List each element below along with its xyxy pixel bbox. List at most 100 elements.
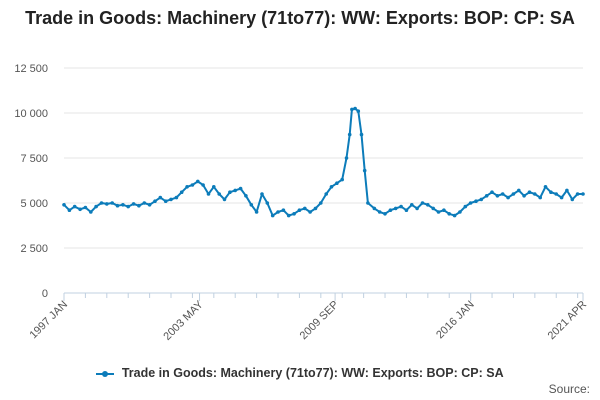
data-point[interactable] bbox=[359, 132, 364, 137]
data-point[interactable] bbox=[463, 204, 468, 209]
data-point[interactable] bbox=[147, 203, 152, 207]
data-point[interactable] bbox=[105, 202, 109, 206]
data-point[interactable] bbox=[99, 201, 104, 205]
data-point[interactable] bbox=[447, 212, 452, 216]
data-point[interactable] bbox=[142, 201, 147, 205]
data-point[interactable] bbox=[344, 156, 349, 160]
data-point[interactable] bbox=[324, 192, 329, 196]
data-point[interactable] bbox=[238, 186, 243, 191]
data-point[interactable] bbox=[78, 207, 82, 212]
data-point[interactable] bbox=[249, 203, 254, 207]
data-point[interactable] bbox=[377, 210, 382, 214]
data-point[interactable] bbox=[292, 212, 296, 216]
data-point[interactable] bbox=[549, 190, 553, 194]
data-point[interactable] bbox=[468, 201, 473, 205]
data-point[interactable] bbox=[517, 188, 521, 193]
data-point[interactable] bbox=[308, 210, 312, 214]
data-point[interactable] bbox=[206, 192, 211, 196]
data-point[interactable] bbox=[511, 192, 516, 196]
data-point[interactable] bbox=[436, 210, 441, 214]
data-point[interactable] bbox=[72, 204, 77, 209]
data-point[interactable] bbox=[190, 183, 195, 187]
data-point[interactable] bbox=[350, 107, 354, 112]
data-point[interactable] bbox=[228, 190, 232, 194]
data-point[interactable] bbox=[254, 210, 259, 214]
data-point[interactable] bbox=[522, 194, 526, 198]
data-point[interactable] bbox=[163, 199, 168, 203]
data-point[interactable] bbox=[442, 208, 446, 212]
data-point[interactable] bbox=[110, 201, 114, 205]
data-point[interactable] bbox=[538, 195, 542, 200]
data-point[interactable] bbox=[217, 192, 221, 196]
data-point[interactable] bbox=[297, 208, 302, 212]
data-point[interactable] bbox=[581, 192, 585, 196]
data-point[interactable] bbox=[570, 197, 575, 202]
data-point[interactable] bbox=[393, 206, 398, 211]
data-point[interactable] bbox=[490, 190, 494, 194]
data-point[interactable] bbox=[575, 192, 580, 196]
data-point[interactable] bbox=[260, 192, 264, 196]
data-point[interactable] bbox=[404, 208, 409, 212]
data-point[interactable] bbox=[67, 208, 72, 212]
data-point[interactable] bbox=[286, 213, 291, 218]
data-point[interactable] bbox=[353, 106, 357, 111]
data-point[interactable] bbox=[185, 185, 189, 189]
data-point[interactable] bbox=[62, 203, 66, 207]
data-point[interactable] bbox=[383, 212, 387, 216]
data-point[interactable] bbox=[126, 204, 130, 209]
data-point[interactable] bbox=[137, 203, 141, 208]
data-point[interactable] bbox=[420, 201, 425, 205]
data-point[interactable] bbox=[399, 204, 403, 209]
data-point[interactable] bbox=[347, 132, 352, 137]
data-point[interactable] bbox=[94, 204, 98, 209]
data-point[interactable] bbox=[121, 203, 125, 207]
data-point[interactable] bbox=[372, 206, 377, 211]
data-point[interactable] bbox=[276, 210, 280, 214]
data-point[interactable] bbox=[233, 188, 237, 193]
data-point[interactable] bbox=[174, 195, 179, 200]
data-point[interactable] bbox=[335, 181, 339, 185]
data-point[interactable] bbox=[265, 201, 270, 205]
data-point[interactable] bbox=[527, 190, 532, 194]
data-point[interactable] bbox=[565, 188, 569, 193]
data-point[interactable] bbox=[179, 190, 184, 194]
data-point[interactable] bbox=[340, 177, 345, 182]
data-point[interactable] bbox=[281, 208, 286, 212]
data-point[interactable] bbox=[131, 202, 136, 206]
data-point[interactable] bbox=[196, 179, 200, 184]
data-point[interactable] bbox=[201, 183, 205, 187]
data-point[interactable] bbox=[212, 185, 216, 189]
data-point[interactable] bbox=[169, 197, 173, 202]
data-point[interactable] bbox=[303, 206, 307, 211]
data-point[interactable] bbox=[543, 185, 548, 189]
data-point[interactable] bbox=[319, 201, 323, 205]
data-point[interactable] bbox=[83, 205, 88, 210]
data-point[interactable] bbox=[554, 192, 558, 196]
data-point[interactable] bbox=[474, 199, 478, 203]
data-point[interactable] bbox=[115, 203, 120, 208]
data-point[interactable] bbox=[500, 192, 505, 196]
data-point[interactable] bbox=[484, 194, 489, 198]
data-point[interactable] bbox=[329, 185, 334, 189]
data-point[interactable] bbox=[222, 197, 227, 202]
data-point[interactable] bbox=[533, 192, 537, 196]
data-point[interactable] bbox=[158, 195, 163, 200]
data-point[interactable] bbox=[366, 201, 370, 205]
data-point[interactable] bbox=[559, 195, 564, 200]
data-point[interactable] bbox=[356, 109, 361, 113]
data-point[interactable] bbox=[495, 194, 500, 198]
data-point[interactable] bbox=[431, 206, 436, 211]
data-point[interactable] bbox=[410, 203, 414, 207]
data-point[interactable] bbox=[244, 194, 248, 198]
data-point[interactable] bbox=[89, 210, 93, 214]
data-point[interactable] bbox=[388, 208, 393, 212]
data-point[interactable] bbox=[153, 199, 157, 203]
data-point[interactable] bbox=[415, 206, 419, 211]
legend[interactable]: Trade in Goods: Machinery (71to77): WW: … bbox=[0, 366, 600, 380]
data-point[interactable] bbox=[313, 206, 318, 211]
data-point[interactable] bbox=[452, 213, 457, 218]
data-point[interactable] bbox=[458, 210, 462, 214]
data-point[interactable] bbox=[479, 197, 484, 202]
data-point[interactable] bbox=[506, 195, 510, 200]
data-point[interactable] bbox=[270, 213, 275, 218]
